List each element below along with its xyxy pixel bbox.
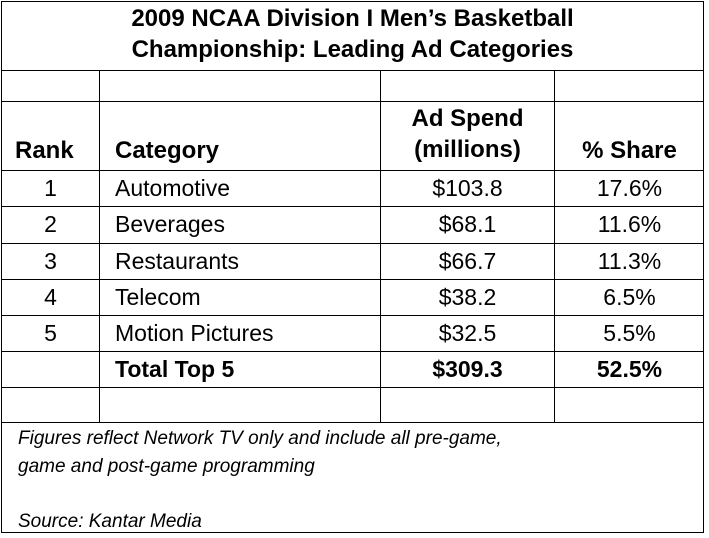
- total-label: Total Top 5: [115, 356, 235, 382]
- header-ad-spend-units: (millions): [414, 136, 521, 163]
- grid-line: [1, 279, 704, 280]
- grid-line: [1, 170, 704, 171]
- footnote-line-1: Figures reflect Network TV only and incl…: [18, 428, 502, 449]
- table-title: 2009 NCAA Division I Men’s Basketball Ch…: [1, 3, 704, 65]
- row-rank: 2: [44, 211, 57, 237]
- total-share: 52.5%: [596, 356, 663, 382]
- grid-line: [1, 101, 704, 102]
- title-line-2: Championship: Leading Ad Categories: [131, 36, 574, 63]
- row-spend: $32.5: [438, 320, 497, 346]
- row-category: Beverages: [115, 211, 225, 237]
- footnote-spacer: [18, 481, 502, 508]
- header-rank: Rank: [15, 137, 74, 164]
- row-share: 11.6%: [597, 211, 662, 237]
- row-spend: $103.8: [432, 175, 503, 201]
- row-rank: 3: [44, 248, 57, 274]
- grid-line: [1, 387, 704, 388]
- grid-line: [1, 70, 704, 71]
- grid-line: [1, 243, 704, 244]
- header-ad-spend: Ad Spend: [411, 105, 524, 132]
- grid-line: [1, 351, 704, 352]
- row-category: Motion Pictures: [115, 320, 274, 346]
- row-rank: 4: [44, 284, 57, 310]
- grid-line: [1, 422, 704, 423]
- row-rank: 1: [44, 175, 57, 201]
- row-spend: $38.2: [438, 284, 497, 310]
- header-category: Category: [115, 137, 220, 164]
- row-category: Telecom: [115, 284, 201, 310]
- header-share: % Share: [582, 137, 677, 164]
- footnotes: Figures reflect Network TV only and incl…: [18, 425, 502, 536]
- row-share: 11.3%: [597, 248, 662, 274]
- row-share: 17.6%: [596, 175, 663, 201]
- grid-column-line: [554, 70, 555, 422]
- source-note: Source: Kantar Media: [18, 511, 202, 532]
- title-line-1: 2009 NCAA Division I Men’s Basketball: [131, 5, 574, 32]
- footnote-line-2: game and post-game programming: [18, 456, 315, 477]
- row-share: 6.5%: [603, 284, 656, 310]
- row-category: Restaurants: [115, 248, 240, 274]
- row-spend: $68.1: [438, 211, 497, 237]
- grid-column-line: [380, 70, 381, 422]
- total-spend: $309.3: [432, 356, 503, 382]
- grid-column-line: [99, 70, 100, 422]
- grid-line: [1, 315, 704, 316]
- row-category: Automotive: [115, 175, 231, 201]
- grid-line: [1, 206, 704, 207]
- row-share: 5.5%: [603, 320, 656, 346]
- row-spend: $66.7: [438, 248, 497, 274]
- row-rank: 5: [44, 320, 57, 346]
